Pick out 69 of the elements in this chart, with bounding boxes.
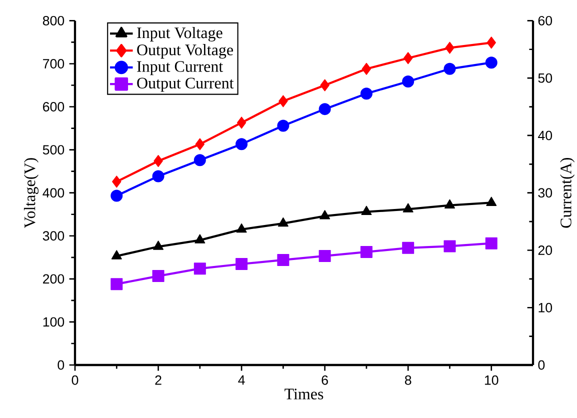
point — [153, 240, 164, 250]
point — [402, 242, 414, 254]
point — [402, 76, 414, 88]
x-tick-label: 8 — [404, 375, 412, 385]
legend-label: Input Voltage — [137, 26, 222, 42]
point — [278, 217, 288, 227]
point — [194, 262, 206, 275]
point — [444, 199, 455, 209]
y2-tick-label: 20 — [538, 246, 552, 255]
x-tick-label: 2 — [155, 375, 162, 385]
legend-label: Output Current — [137, 78, 234, 92]
y-tick-label: 0 — [58, 360, 64, 370]
y2-tick-label: 10 — [538, 302, 552, 312]
point — [403, 52, 413, 64]
point — [110, 190, 123, 202]
point — [152, 270, 164, 282]
point — [320, 79, 330, 92]
y2-tick-label: 60 — [538, 16, 552, 26]
point — [194, 154, 206, 166]
y-tick-label: 200 — [43, 274, 64, 284]
point — [318, 103, 331, 116]
point — [154, 155, 163, 167]
y-tick-label: 300 — [42, 231, 64, 241]
point — [111, 250, 122, 260]
point — [195, 138, 205, 150]
point — [485, 56, 498, 69]
point — [485, 237, 498, 250]
point — [194, 234, 206, 244]
point — [277, 120, 290, 132]
point — [362, 62, 372, 75]
y-tick-label: 100 — [43, 317, 64, 327]
point — [318, 250, 331, 262]
point — [444, 62, 456, 75]
y-axis-title: Voltage(V) — [24, 158, 39, 228]
point — [236, 116, 246, 129]
point — [360, 88, 372, 100]
point — [112, 176, 122, 188]
y-tick-label: 500 — [42, 145, 64, 155]
y2-tick-label: 50 — [538, 73, 552, 83]
point — [486, 196, 497, 206]
point — [110, 278, 123, 290]
legend-label: Input Current — [137, 61, 224, 76]
point — [486, 36, 496, 49]
point — [361, 206, 372, 215]
point — [402, 203, 414, 212]
y-tick-label: 400 — [42, 188, 64, 198]
y2-tick-label: 40 — [538, 130, 552, 140]
x-tick-label: 4 — [238, 375, 245, 385]
y2-tick-label: 0 — [538, 360, 545, 370]
point — [236, 138, 248, 150]
point — [360, 246, 372, 258]
point — [278, 95, 288, 108]
point — [152, 170, 164, 182]
point — [445, 42, 454, 54]
point — [236, 258, 248, 270]
point — [277, 254, 290, 266]
y-tick-label: 600 — [43, 102, 64, 112]
y-tick-label: 800 — [42, 16, 64, 26]
point — [320, 210, 330, 220]
legend-label: Output Voltage — [137, 44, 233, 59]
x-axis-title: Times — [284, 388, 324, 400]
point — [444, 240, 456, 252]
y2-tick-label: 30 — [538, 188, 552, 198]
x-tick-label: 10 — [484, 375, 498, 385]
x-tick-label: 6 — [322, 375, 328, 385]
y-tick-label: 700 — [43, 59, 64, 68]
x-tick-label: 0 — [72, 375, 78, 385]
y2-axis-title: Current(A) — [560, 158, 575, 228]
point — [236, 223, 247, 233]
